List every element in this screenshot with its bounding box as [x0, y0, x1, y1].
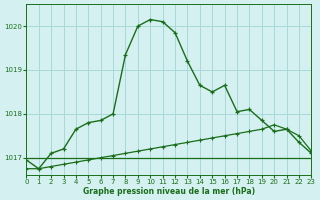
X-axis label: Graphe pression niveau de la mer (hPa): Graphe pression niveau de la mer (hPa): [83, 187, 255, 196]
